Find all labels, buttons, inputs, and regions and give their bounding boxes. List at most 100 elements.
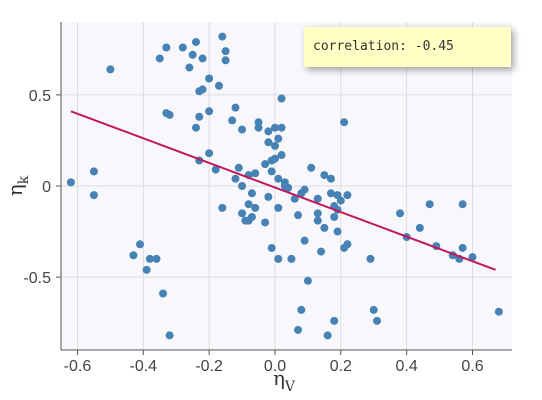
data-point	[254, 118, 263, 127]
correlation-value: -0.45	[414, 39, 454, 54]
data-point	[277, 123, 286, 132]
data-point	[274, 134, 283, 143]
data-point	[238, 125, 247, 134]
data-point	[425, 200, 434, 209]
data-point	[317, 247, 326, 256]
data-point	[297, 305, 306, 314]
data-point	[264, 192, 273, 201]
data-point	[136, 240, 145, 249]
data-point	[300, 185, 309, 194]
data-point	[300, 236, 309, 245]
x-tick-label: 0.4	[396, 358, 418, 375]
data-points	[66, 32, 503, 340]
data-point	[320, 223, 329, 232]
data-point	[261, 218, 270, 227]
data-point	[211, 165, 220, 174]
data-point	[195, 112, 204, 121]
data-point	[106, 65, 115, 74]
data-point	[165, 110, 174, 119]
data-point	[178, 43, 187, 52]
data-point	[415, 223, 424, 232]
data-point	[191, 38, 200, 47]
data-point	[251, 203, 260, 212]
data-point	[66, 178, 75, 187]
data-point	[89, 167, 98, 176]
data-point	[307, 163, 316, 172]
data-point	[313, 194, 322, 203]
data-point	[284, 183, 293, 192]
x-tick-label: -0.4	[130, 358, 158, 375]
correlation-label: correlation:	[313, 39, 407, 54]
data-point	[234, 163, 243, 172]
data-point	[218, 203, 227, 212]
y-axis-title-sub: k	[16, 175, 32, 184]
data-point	[185, 63, 194, 72]
data-point	[218, 32, 227, 41]
data-point	[205, 149, 214, 158]
data-point	[251, 169, 260, 178]
data-point	[343, 191, 352, 200]
regression-line	[70, 110, 496, 271]
data-point	[191, 123, 200, 132]
y-tick-label: 0.5	[29, 88, 51, 105]
data-point	[287, 254, 296, 263]
data-point	[303, 276, 312, 285]
data-point	[188, 50, 197, 59]
data-point	[238, 209, 247, 218]
y-axis-title-main: η	[3, 184, 27, 196]
data-point	[247, 189, 256, 198]
x-axis-ticks: -0.6 -0.4 -0.2 0.0 0.2 0.4 0.6	[64, 350, 484, 375]
data-point	[326, 174, 335, 183]
data-point	[458, 200, 467, 209]
data-point	[238, 182, 247, 190]
data-point	[330, 316, 339, 325]
data-point	[270, 154, 279, 163]
data-point	[274, 203, 283, 212]
data-point	[333, 227, 342, 236]
data-point	[159, 289, 168, 298]
y-axis-title: ηk	[3, 175, 32, 196]
data-point	[89, 191, 98, 200]
data-point	[152, 254, 161, 263]
x-axis-title-main: η	[273, 366, 285, 390]
data-point	[264, 138, 273, 147]
data-point	[254, 123, 263, 132]
data-point	[270, 123, 279, 132]
data-point	[313, 209, 322, 218]
data-point	[231, 103, 240, 112]
data-point	[494, 307, 503, 316]
data-point	[313, 216, 322, 225]
data-point	[267, 243, 276, 252]
x-tick-label: -0.2	[195, 358, 223, 375]
data-point	[294, 325, 303, 334]
data-point	[320, 171, 329, 180]
data-point	[221, 56, 230, 65]
data-point	[129, 251, 138, 260]
data-point	[264, 127, 273, 136]
y-tick-label: -0.5	[23, 270, 51, 287]
data-point	[270, 141, 279, 150]
data-point	[228, 116, 237, 125]
x-axis-title: ηV	[273, 366, 296, 395]
data-point	[142, 265, 151, 274]
data-point	[340, 118, 349, 127]
y-tick-label: 0	[42, 179, 51, 196]
data-point	[277, 151, 286, 160]
data-point	[198, 85, 207, 94]
data-point	[162, 43, 171, 52]
data-point	[165, 331, 174, 340]
x-tick-label: -0.6	[64, 358, 92, 375]
data-point	[330, 212, 339, 221]
correlation-annotation: correlation: -0.45	[304, 27, 511, 67]
data-point	[396, 209, 405, 218]
data-point	[247, 212, 256, 221]
data-point	[336, 196, 345, 205]
data-point	[267, 167, 276, 176]
data-point	[274, 254, 283, 263]
data-point	[290, 194, 299, 203]
data-point	[326, 189, 335, 198]
data-point	[366, 254, 375, 263]
data-point	[369, 305, 378, 314]
x-tick-label: 0.6	[461, 358, 483, 375]
data-point	[155, 54, 164, 63]
